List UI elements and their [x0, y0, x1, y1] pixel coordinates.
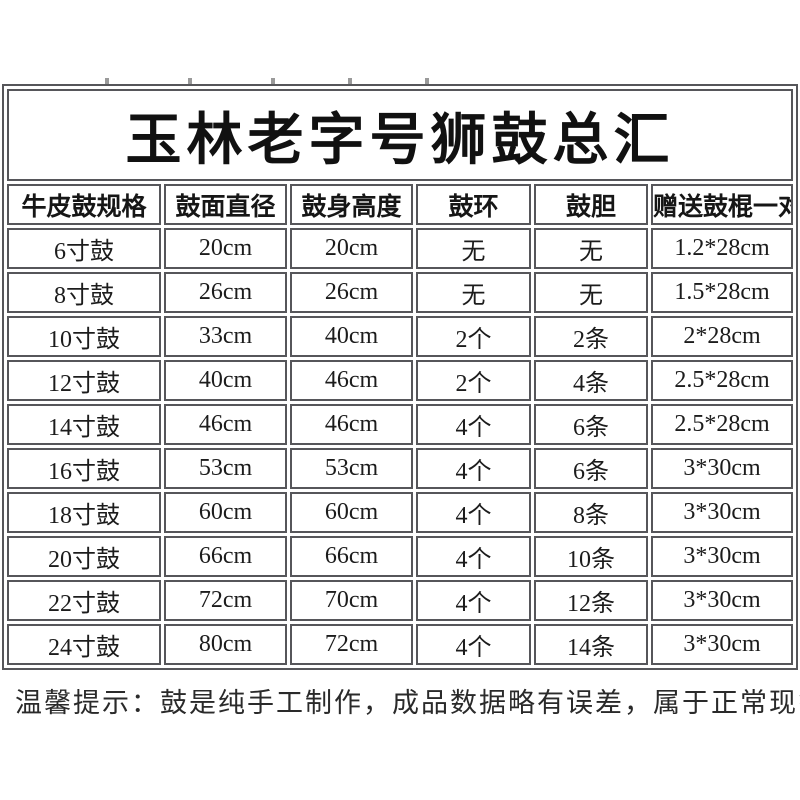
header-cell-body-height: 鼓身高度	[290, 184, 413, 225]
table-row: 14寸鼓 46cm 46cm 4个 6条 2.5*28cm	[7, 404, 794, 445]
cell-diameter: 33cm	[164, 316, 287, 357]
table-row: 8寸鼓 26cm 26cm 无 无 1.5*28cm	[7, 272, 794, 313]
cell-size: 10寸鼓	[7, 316, 161, 357]
table-row: 24寸鼓 80cm 72cm 4个 14条 3*30cm	[7, 624, 794, 665]
header-cell-spec: 牛皮鼓规格	[7, 184, 161, 225]
cell-snares: 6条	[534, 448, 648, 489]
cell-sticks: 3*30cm	[651, 624, 794, 665]
cell-sticks: 2.5*28cm	[651, 360, 794, 401]
crop-remnant-tick	[271, 78, 275, 84]
header-cell-rings: 鼓环	[416, 184, 531, 225]
cell-snares: 2条	[534, 316, 648, 357]
crop-remnant-tick	[425, 78, 429, 84]
cell-size: 20寸鼓	[7, 536, 161, 577]
title-row: 玉林老字号狮鼓总汇	[7, 89, 794, 181]
header-cell-free-sticks: 赠送鼓棍一对	[651, 184, 794, 225]
footer-note: 温馨提示：鼓是纯手工制作，成品数据略有误差，属于正常现象！	[15, 688, 800, 718]
cell-rings: 4个	[416, 492, 531, 533]
header-row: 牛皮鼓规格 鼓面直径 鼓身高度 鼓环 鼓胆 赠送鼓棍一对	[7, 184, 794, 225]
cell-diameter: 66cm	[164, 536, 287, 577]
cell-size: 24寸鼓	[7, 624, 161, 665]
cell-size: 22寸鼓	[7, 580, 161, 621]
table-row: 18寸鼓 60cm 60cm 4个 8条 3*30cm	[7, 492, 794, 533]
cell-snares: 14条	[534, 624, 648, 665]
cell-snares: 4条	[534, 360, 648, 401]
cell-snares: 6条	[534, 404, 648, 445]
cell-snares: 8条	[534, 492, 648, 533]
cell-snares: 无	[534, 272, 648, 313]
table-row: 10寸鼓 33cm 40cm 2个 2条 2*28cm	[7, 316, 794, 357]
cell-height: 46cm	[290, 404, 413, 445]
cell-sticks: 2.5*28cm	[651, 404, 794, 445]
cell-size: 14寸鼓	[7, 404, 161, 445]
cell-diameter: 46cm	[164, 404, 287, 445]
cell-size: 12寸鼓	[7, 360, 161, 401]
table-row: 12寸鼓 40cm 46cm 2个 4条 2.5*28cm	[7, 360, 794, 401]
crop-remnant-tick	[348, 78, 352, 84]
page-title: 玉林老字号狮鼓总汇	[7, 89, 794, 181]
cell-height: 53cm	[290, 448, 413, 489]
cell-height: 72cm	[290, 624, 413, 665]
cell-size: 18寸鼓	[7, 492, 161, 533]
cell-height: 40cm	[290, 316, 413, 357]
cell-height: 20cm	[290, 228, 413, 269]
cell-sticks: 3*30cm	[651, 448, 794, 489]
cell-snares: 无	[534, 228, 648, 269]
table-row: 20寸鼓 66cm 66cm 4个 10条 3*30cm	[7, 536, 794, 577]
cell-rings: 4个	[416, 580, 531, 621]
crop-remnant-tick	[188, 78, 192, 84]
cell-size: 16寸鼓	[7, 448, 161, 489]
cell-diameter: 20cm	[164, 228, 287, 269]
drum-spec-table: 玉林老字号狮鼓总汇 牛皮鼓规格 鼓面直径 鼓身高度 鼓环 鼓胆 赠送鼓棍一对 6…	[2, 84, 799, 670]
cell-snares: 12条	[534, 580, 648, 621]
cell-height: 46cm	[290, 360, 413, 401]
table-row: 22寸鼓 72cm 70cm 4个 12条 3*30cm	[7, 580, 794, 621]
cell-sticks: 2*28cm	[651, 316, 794, 357]
cell-diameter: 40cm	[164, 360, 287, 401]
cell-height: 26cm	[290, 272, 413, 313]
cell-rings: 2个	[416, 360, 531, 401]
cell-height: 70cm	[290, 580, 413, 621]
cell-sticks: 3*30cm	[651, 536, 794, 577]
cell-rings: 4个	[416, 624, 531, 665]
cell-diameter: 72cm	[164, 580, 287, 621]
cell-sticks: 3*30cm	[651, 580, 794, 621]
cell-diameter: 60cm	[164, 492, 287, 533]
crop-remnant-tick	[105, 78, 109, 84]
cell-size: 8寸鼓	[7, 272, 161, 313]
header-cell-face-diameter: 鼓面直径	[164, 184, 287, 225]
cell-diameter: 80cm	[164, 624, 287, 665]
cell-rings: 无	[416, 228, 531, 269]
cell-diameter: 26cm	[164, 272, 287, 313]
cell-rings: 2个	[416, 316, 531, 357]
cell-sticks: 3*30cm	[651, 492, 794, 533]
cell-rings: 无	[416, 272, 531, 313]
cell-diameter: 53cm	[164, 448, 287, 489]
cell-rings: 4个	[416, 536, 531, 577]
cell-snares: 10条	[534, 536, 648, 577]
cell-rings: 4个	[416, 448, 531, 489]
header-cell-snares: 鼓胆	[534, 184, 648, 225]
cell-height: 60cm	[290, 492, 413, 533]
table-row: 6寸鼓 20cm 20cm 无 无 1.2*28cm	[7, 228, 794, 269]
cell-size: 6寸鼓	[7, 228, 161, 269]
cell-rings: 4个	[416, 404, 531, 445]
cell-sticks: 1.5*28cm	[651, 272, 794, 313]
cell-height: 66cm	[290, 536, 413, 577]
cell-sticks: 1.2*28cm	[651, 228, 794, 269]
table-row: 16寸鼓 53cm 53cm 4个 6条 3*30cm	[7, 448, 794, 489]
